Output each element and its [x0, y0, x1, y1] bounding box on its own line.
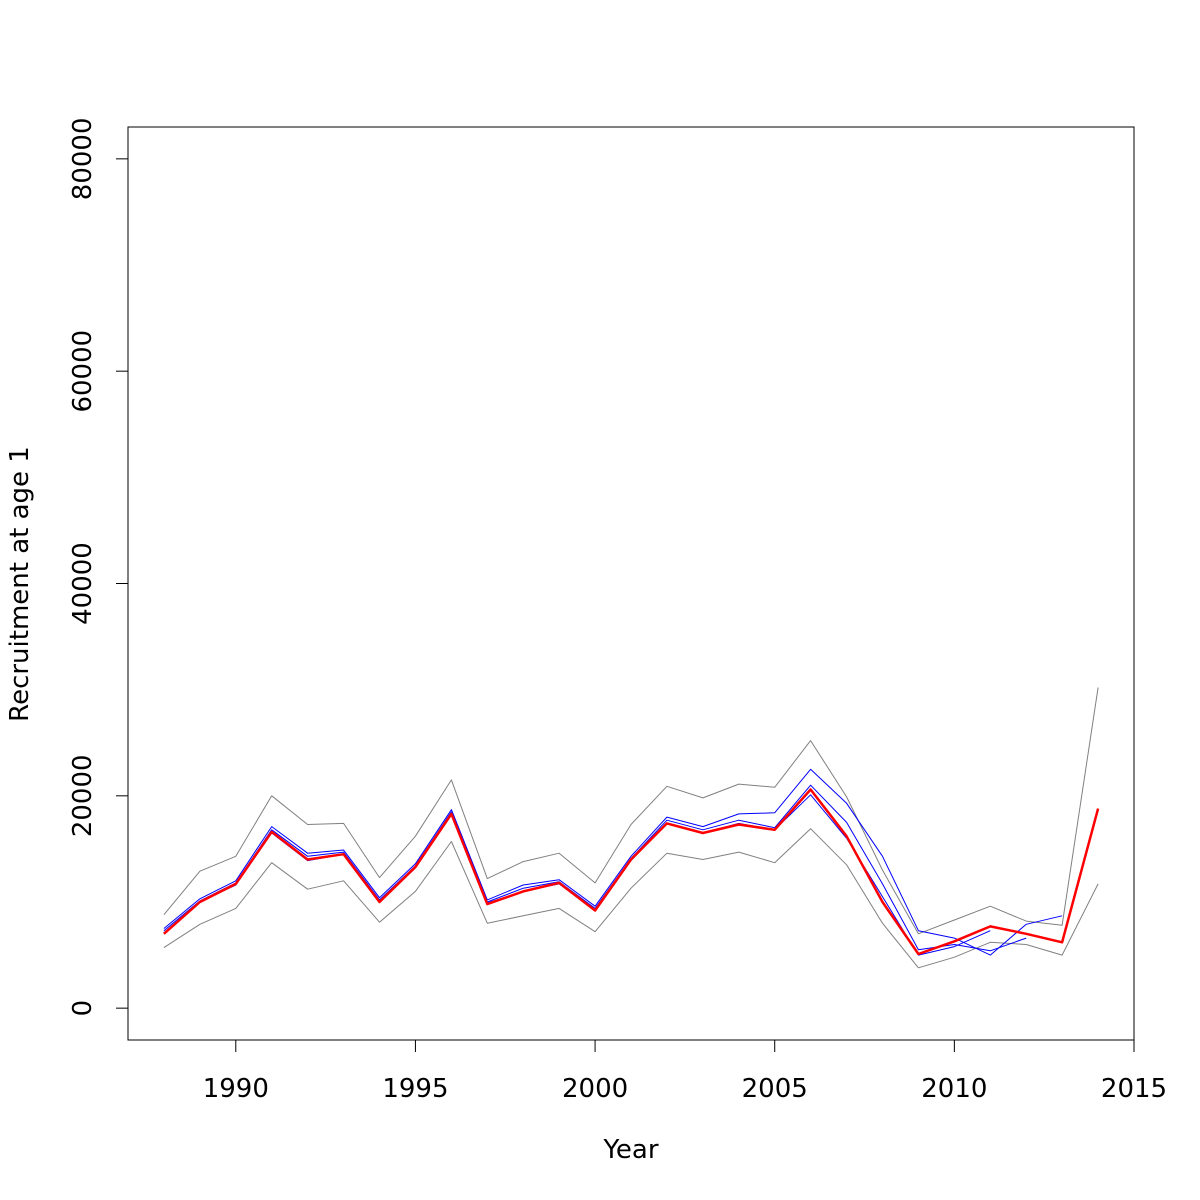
series-line-3 [163, 828, 1099, 969]
y-tick-label: 20000 [68, 754, 98, 837]
x-tick-label: 2010 [921, 1074, 987, 1104]
x-tick-label: 2005 [742, 1074, 808, 1104]
x-axis: 1990 1995 2000 2005 2010 2015 [203, 1039, 1167, 1104]
x-tick-label: 2015 [1101, 1074, 1167, 1104]
y-axis-title: Recruitment at age 1 [5, 446, 35, 722]
y-tick-label: 40000 [68, 542, 98, 625]
y-tick-label: 60000 [68, 330, 98, 413]
series-line-5 [163, 784, 1027, 952]
x-axis-title: Year [602, 1135, 658, 1165]
plot-frame [127, 126, 1135, 1041]
y-axis: 0 20000 40000 60000 80000 [68, 117, 129, 1017]
series-layer [163, 687, 1100, 969]
y-tick-label: 80000 [68, 117, 98, 200]
series-line-2 [163, 687, 1099, 935]
y-tick-label: 0 [68, 1000, 98, 1017]
x-tick-label: 1990 [203, 1074, 269, 1104]
x-tick-label: 2000 [562, 1074, 628, 1104]
x-tick-label: 1995 [382, 1074, 448, 1104]
series-line-1 [163, 788, 1100, 956]
series-line-4 [163, 768, 1063, 956]
